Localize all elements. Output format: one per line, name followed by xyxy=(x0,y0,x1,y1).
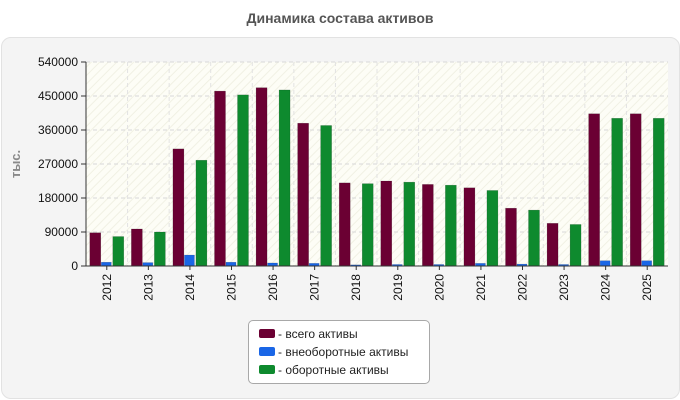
x-tick-label: 2021 xyxy=(474,274,488,301)
x-tick-label: 2018 xyxy=(349,274,363,301)
bar-total-2016 xyxy=(255,87,268,267)
legend-swatch-total xyxy=(259,329,275,339)
x-tick-label: 2023 xyxy=(557,274,571,301)
x-tick-label: 2012 xyxy=(100,274,114,301)
bar-noncurrent-2015 xyxy=(225,261,237,267)
bar-total-2013 xyxy=(131,228,143,267)
bar-current-2014 xyxy=(195,159,208,267)
bar-total-2018 xyxy=(338,182,351,267)
legend-swatch-noncurrent xyxy=(259,347,275,357)
legend-label-noncurrent: - внеоборотные активы xyxy=(278,345,409,359)
bar-current-2022 xyxy=(528,209,540,267)
bar-total-2019 xyxy=(380,180,393,267)
legend-label-total: - всего активы xyxy=(278,327,358,341)
bar-noncurrent-2014 xyxy=(184,254,195,267)
x-tick-label: 2015 xyxy=(225,274,239,301)
bar-current-2019 xyxy=(403,181,416,267)
bars xyxy=(89,87,665,267)
x-tick-label: 2020 xyxy=(432,274,446,301)
bar-noncurrent-2013 xyxy=(142,262,154,267)
y-tick-label: 450000 xyxy=(38,89,78,103)
x-tick-label: 2022 xyxy=(516,274,530,301)
bar-total-2024 xyxy=(588,113,600,267)
bar-current-2016 xyxy=(278,89,291,267)
x-tick-label: 2013 xyxy=(141,274,155,301)
bar-total-2023 xyxy=(546,223,559,267)
x-tick-label: 2014 xyxy=(183,274,197,301)
bar-current-2023 xyxy=(569,224,582,267)
y-tick-label: 90000 xyxy=(45,225,79,239)
y-tick-label: 270000 xyxy=(38,157,78,171)
y-tick-labels: 0 90000 180000 270000 360000 450000 540000 xyxy=(38,55,78,273)
y-axis-label: тыс. xyxy=(8,150,23,178)
bar-current-2013 xyxy=(154,231,166,267)
legend-item-total-assets: - всего активы xyxy=(259,326,358,342)
bar-total-2012 xyxy=(89,232,102,267)
y-tick-label: 360000 xyxy=(38,123,78,137)
y-tick-label: 540000 xyxy=(38,55,78,69)
x-tick-label: 2025 xyxy=(640,274,654,301)
bar-current-2015 xyxy=(237,94,249,267)
legend-swatch-current xyxy=(259,365,275,375)
bar-total-2022 xyxy=(505,207,517,267)
legend-item-noncurrent-assets: - внеоборотные активы xyxy=(259,344,408,360)
legend: - всего активы - внеоборотные активы - о… xyxy=(248,320,430,384)
bar-total-2014 xyxy=(172,148,185,267)
chart-title: Динамика состава активов xyxy=(246,10,434,26)
bar-noncurrent-2012 xyxy=(101,261,112,267)
bar-total-2017 xyxy=(297,122,309,267)
x-tick-label: 2017 xyxy=(308,274,322,301)
bar-total-2021 xyxy=(463,187,476,267)
bar-current-2020 xyxy=(445,184,457,267)
bar-total-2015 xyxy=(214,90,226,267)
bar-current-2025 xyxy=(652,118,665,267)
x-tick-label: 2019 xyxy=(391,274,405,301)
y-tick-label: 0 xyxy=(71,259,78,273)
bar-total-2020 xyxy=(422,184,434,267)
x-tick-label: 2016 xyxy=(266,274,280,301)
legend-item-current-assets: - оборотные активы xyxy=(259,362,389,378)
bar-current-2021 xyxy=(486,190,499,267)
bar-noncurrent-2024 xyxy=(599,260,611,267)
x-tick-label: 2024 xyxy=(599,274,613,301)
bar-noncurrent-2025 xyxy=(641,260,652,267)
bar-current-2018 xyxy=(361,183,374,267)
bar-current-2024 xyxy=(611,118,623,267)
axes xyxy=(81,61,668,270)
y-tick-label: 180000 xyxy=(38,191,78,205)
bar-total-2025 xyxy=(629,113,642,267)
bar-current-2017 xyxy=(320,125,332,267)
x-tick-labels: 2012 2013 2014 2015 2016 2017 2018 2019 2020 2021… xyxy=(100,274,654,301)
bar-current-2012 xyxy=(112,236,125,267)
legend-label-current: - оборотные активы xyxy=(278,363,389,377)
